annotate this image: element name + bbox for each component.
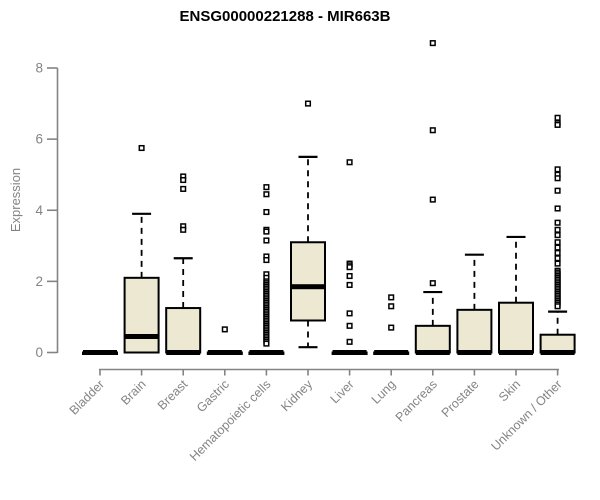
y-tick-label: 2 (35, 274, 43, 289)
x-tick-label: Gastric (194, 377, 232, 415)
outlier-point (554, 205, 561, 212)
outlier-point (221, 326, 228, 333)
outlier-point (429, 280, 436, 287)
median-line (499, 350, 533, 355)
y-tick-label: 0 (35, 345, 43, 360)
chart-title: ENSG00000221288 - MIR663B (179, 8, 391, 25)
outlier-point (346, 272, 353, 280)
x-tick-label: Lung (369, 377, 399, 407)
median-line (207, 350, 242, 355)
outlier-point (554, 255, 561, 262)
outlier-point (554, 244, 561, 251)
x-tick-label: Hematopoietic cells (187, 377, 274, 464)
box-Prostate (456, 308, 493, 354)
outlier-point (554, 226, 561, 233)
outlier-point (346, 310, 353, 317)
median-line (457, 350, 492, 355)
outlier-point (554, 166, 561, 173)
outlier-point (180, 226, 187, 233)
outlier-point (263, 191, 270, 198)
y-axis-label: Expression (8, 167, 23, 233)
median-line (83, 350, 117, 355)
outlier-point (388, 294, 395, 301)
y-tick-label: 8 (35, 61, 43, 76)
outlier-point (346, 159, 353, 166)
outlier-point (388, 303, 395, 310)
box-Breast (165, 307, 202, 354)
median-line (249, 350, 284, 355)
outlier-point (554, 114, 561, 121)
outlier-point (138, 144, 145, 152)
outlier-point (554, 249, 561, 256)
outlier-point (263, 340, 270, 347)
x-tick-label: Unknown / Other (488, 377, 564, 453)
x-tick-label: Skin (496, 377, 523, 404)
outlier-point (346, 338, 353, 345)
outlier-point (554, 219, 561, 226)
outlier-point (429, 40, 436, 47)
outlier-point (429, 196, 436, 203)
x-tick-label: Prostate (439, 377, 482, 420)
median-line (415, 350, 450, 355)
x-tick-label: Bladder (67, 377, 107, 417)
outlier-point (554, 260, 561, 267)
median-line (540, 350, 575, 355)
box-Skin (498, 301, 534, 354)
x-tick-label: Kidney (278, 377, 315, 414)
outlier-point (346, 264, 353, 271)
box-Kidney (290, 241, 326, 322)
outlier-point (180, 185, 187, 192)
outlier-point (554, 239, 561, 246)
outlier-point (263, 237, 270, 244)
outlier-point (263, 208, 270, 216)
x-tick-label: Pancreas (393, 377, 440, 424)
x-tick-label: Brain (118, 377, 149, 408)
median-line (374, 350, 409, 355)
median-line (332, 350, 367, 355)
outlier-point (304, 100, 312, 107)
median-line (166, 350, 201, 355)
median-line (291, 284, 325, 290)
median-line (124, 333, 159, 339)
outlier-point (346, 322, 353, 329)
outlier-point (263, 184, 270, 191)
outlier-point (180, 176, 187, 184)
outlier-point (554, 303, 561, 310)
outlier-point (429, 127, 436, 134)
outlier-point (554, 121, 561, 128)
box-Pancreas (414, 324, 451, 354)
y-tick-label: 4 (35, 203, 43, 218)
outlier-point (554, 232, 561, 239)
y-tick-label: 6 (35, 132, 43, 147)
outlier-point (554, 187, 561, 194)
outlier-point (263, 256, 270, 264)
outlier-point (263, 228, 270, 235)
box-Unknown / Other (539, 333, 576, 354)
outlier-point (554, 175, 561, 182)
x-tick-label: Breast (155, 377, 191, 413)
x-tick-label: Liver (328, 377, 357, 406)
outlier-point (388, 324, 395, 331)
outlier-point (346, 281, 353, 288)
box-Brain (123, 276, 160, 354)
